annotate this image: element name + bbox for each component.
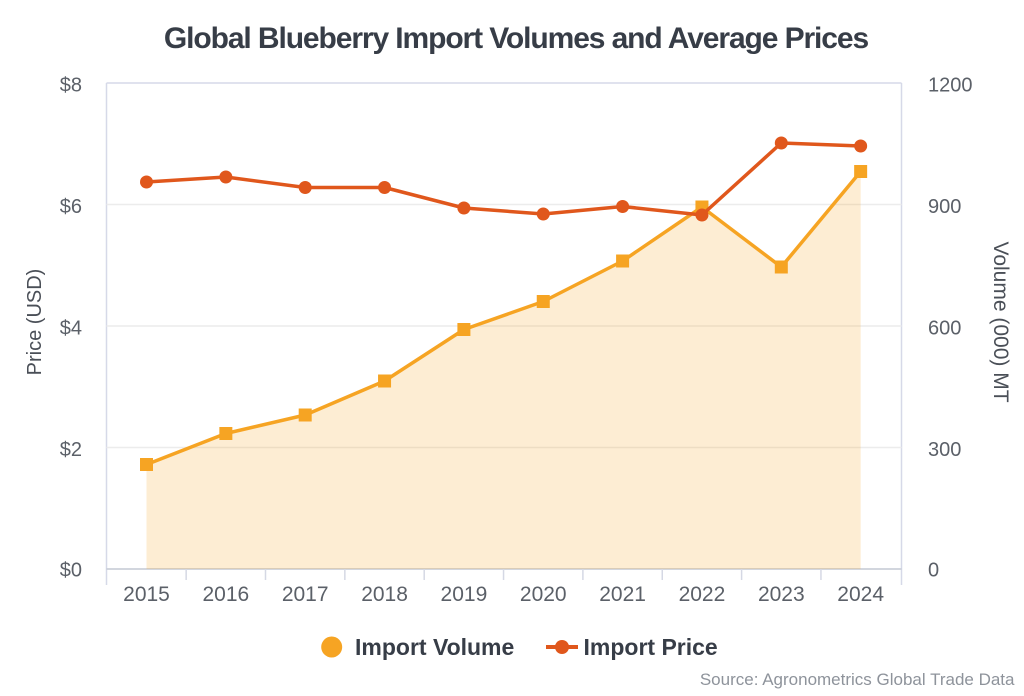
svg-text:Source: Agronometrics Global T: Source: Agronometrics Global Trade Data: [700, 670, 1015, 689]
svg-text:Global Blueberry Import Volume: Global Blueberry Import Volumes and Aver…: [164, 22, 869, 55]
svg-text:2018: 2018: [361, 583, 408, 606]
svg-text:2017: 2017: [282, 583, 329, 606]
svg-text:Import Volume: Import Volume: [355, 634, 514, 660]
svg-text:2015: 2015: [123, 583, 170, 606]
svg-text:$0: $0: [60, 560, 82, 582]
svg-text:2022: 2022: [679, 583, 726, 606]
svg-text:Import Price: Import Price: [584, 634, 718, 660]
svg-text:2023: 2023: [758, 583, 805, 606]
svg-text:2016: 2016: [202, 583, 249, 606]
svg-text:2019: 2019: [441, 583, 488, 606]
svg-text:2024: 2024: [837, 583, 884, 606]
svg-text:$4: $4: [60, 318, 82, 340]
svg-text:$6: $6: [60, 196, 82, 218]
svg-text:300: 300: [928, 439, 961, 461]
svg-text:600: 600: [928, 318, 961, 340]
svg-text:$2: $2: [60, 439, 82, 461]
svg-text:Price (USD): Price (USD): [24, 269, 46, 376]
svg-text:Volume (000) MT: Volume (000) MT: [989, 241, 1012, 402]
svg-text:2020: 2020: [520, 583, 567, 606]
svg-text:$8: $8: [60, 75, 82, 97]
svg-text:2021: 2021: [599, 583, 646, 606]
svg-text:0: 0: [928, 560, 939, 582]
svg-text:1200: 1200: [928, 75, 973, 97]
svg-text:900: 900: [928, 196, 961, 218]
